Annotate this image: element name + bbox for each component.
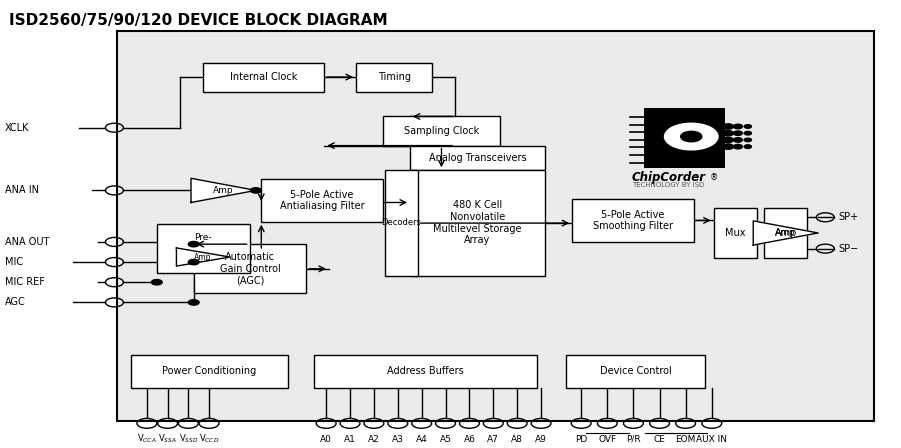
Text: PD: PD [575,435,587,444]
Text: A2: A2 [368,435,380,444]
FancyBboxPatch shape [572,199,694,242]
Text: A1: A1 [344,435,356,444]
Text: V$_{CCD}$: V$_{CCD}$ [199,433,219,445]
Circle shape [733,131,742,135]
Text: 5-Pole Active
Antialiasing Filter: 5-Pole Active Antialiasing Filter [280,190,364,211]
FancyBboxPatch shape [356,63,432,92]
FancyBboxPatch shape [566,355,705,388]
Text: TECHNOLOGY BY ISD: TECHNOLOGY BY ISD [633,182,705,188]
Text: EOM: EOM [676,435,696,444]
Text: Internal Clock: Internal Clock [230,72,297,82]
Text: A5: A5 [440,435,451,444]
FancyBboxPatch shape [117,31,874,421]
Circle shape [744,125,751,128]
Text: Mux: Mux [725,228,745,238]
Text: Amp: Amp [214,186,233,195]
Text: A6: A6 [463,435,476,444]
FancyBboxPatch shape [410,146,545,170]
Circle shape [744,138,751,142]
Text: Automatic
Gain Control
(AGC): Automatic Gain Control (AGC) [220,252,280,285]
Text: AUX IN: AUX IN [696,435,727,444]
Text: 480 K Cell
Nonvolatile
Multilevel Storage
Array: 480 K Cell Nonvolatile Multilevel Storag… [433,201,522,246]
Text: ISD2560/75/90/120 DEVICE BLOCK DIAGRAM: ISD2560/75/90/120 DEVICE BLOCK DIAGRAM [9,13,387,28]
Text: ANA IN: ANA IN [5,185,39,195]
Circle shape [188,300,199,305]
Polygon shape [191,178,256,202]
Circle shape [723,144,733,149]
Circle shape [151,280,162,285]
Text: Decoders: Decoders [381,218,422,228]
FancyBboxPatch shape [261,179,383,222]
Text: A9: A9 [535,435,547,444]
Circle shape [733,138,742,142]
FancyBboxPatch shape [410,170,545,276]
FancyBboxPatch shape [714,208,757,258]
Circle shape [723,137,733,142]
Text: A8: A8 [511,435,523,444]
Text: V$_{CCA}$: V$_{CCA}$ [137,433,157,445]
Circle shape [250,188,261,193]
Circle shape [744,131,751,135]
Text: P/R: P/R [626,435,641,444]
Circle shape [744,145,751,148]
FancyBboxPatch shape [764,208,807,258]
Text: Device Control: Device Control [600,366,671,376]
Text: Amp: Amp [195,253,212,262]
Text: A3: A3 [392,435,404,444]
Text: 5-Pole Active
Smoothing Filter: 5-Pole Active Smoothing Filter [593,210,673,232]
Text: A4: A4 [415,435,428,444]
FancyBboxPatch shape [157,224,250,273]
Text: Power Conditioning: Power Conditioning [162,366,257,376]
Circle shape [733,124,742,129]
Text: Sampling Clock: Sampling Clock [404,126,479,136]
Circle shape [681,131,702,142]
Text: SP+: SP+ [838,212,858,222]
Text: A7: A7 [487,435,499,444]
Circle shape [733,144,742,149]
Text: Amp: Amp [776,228,796,237]
Circle shape [723,124,733,129]
FancyBboxPatch shape [383,116,500,146]
Text: SP−: SP− [838,244,858,254]
FancyBboxPatch shape [131,355,288,388]
FancyBboxPatch shape [644,108,725,168]
Text: Address Buffers: Address Buffers [387,366,464,376]
Text: ChipCorder: ChipCorder [632,171,705,185]
Text: ANA OUT: ANA OUT [5,237,49,247]
Text: XCLK: XCLK [5,123,29,133]
Circle shape [665,123,718,150]
Text: CE: CE [653,435,666,444]
Text: AGC: AGC [5,297,25,307]
FancyBboxPatch shape [194,244,306,293]
Text: MIC: MIC [5,257,23,267]
Circle shape [723,130,733,136]
Text: V$_{SSA}$: V$_{SSA}$ [159,433,177,445]
FancyBboxPatch shape [314,355,537,388]
Text: Amp: Amp [775,228,796,238]
Circle shape [188,259,199,265]
Text: Pre-: Pre- [195,233,212,242]
Text: A0: A0 [320,435,332,444]
FancyBboxPatch shape [385,170,418,276]
Text: MIC REF: MIC REF [5,277,44,287]
Text: OVF: OVF [598,435,616,444]
Text: Analog Transceivers: Analog Transceivers [429,153,526,163]
Text: ®: ® [710,173,718,182]
Text: V$_{SSD}$: V$_{SSD}$ [178,433,198,445]
Circle shape [188,241,199,247]
Polygon shape [753,221,818,245]
FancyBboxPatch shape [203,63,324,92]
Polygon shape [177,248,230,266]
Text: Timing: Timing [378,72,411,82]
